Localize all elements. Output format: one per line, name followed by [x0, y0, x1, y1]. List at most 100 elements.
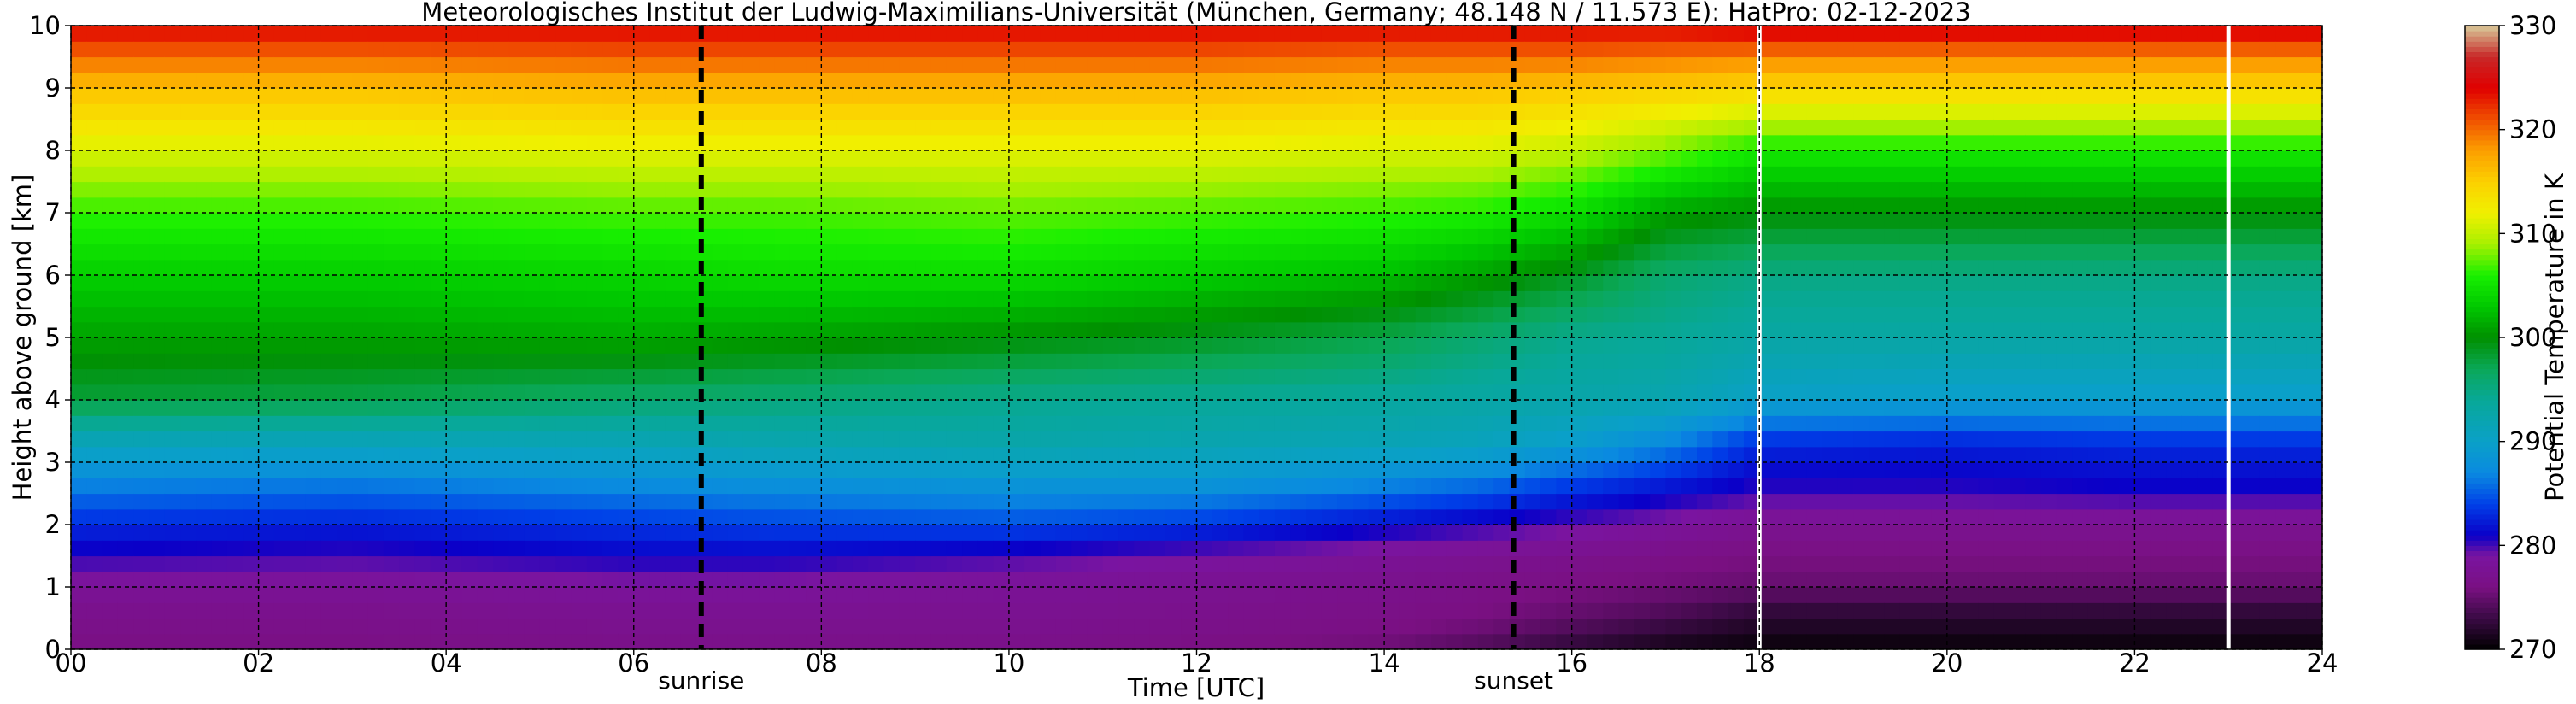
heatmap-cell	[1634, 41, 1651, 58]
heatmap-cell	[1399, 103, 1417, 120]
heatmap-cell	[1790, 446, 1807, 463]
heatmap-cell	[539, 368, 556, 385]
heatmap-cell	[1790, 259, 1807, 276]
heatmap-cell	[1212, 462, 1229, 478]
heatmap-cell	[1321, 150, 1338, 167]
heatmap-cell	[1993, 555, 2010, 572]
heatmap-cell	[806, 337, 822, 354]
heatmap-cell	[1337, 525, 1354, 541]
heatmap-cell	[1806, 462, 1823, 478]
heatmap-cell	[337, 446, 353, 463]
heatmap-cell	[1759, 134, 1776, 151]
heatmap-cell	[477, 431, 494, 448]
heatmap-cell	[836, 618, 854, 635]
heatmap-cell	[836, 290, 854, 308]
heatmap-cell	[86, 446, 103, 463]
heatmap-cell	[493, 119, 509, 136]
heatmap-cell	[258, 134, 275, 151]
heatmap-cell	[649, 353, 666, 370]
heatmap-cell	[1524, 400, 1541, 416]
heatmap-cell	[1931, 493, 1948, 510]
heatmap-cell	[602, 228, 619, 245]
heatmap-cell	[649, 555, 666, 572]
heatmap-cell	[789, 462, 807, 478]
heatmap-cell	[1556, 571, 1573, 588]
heatmap-cell	[586, 150, 603, 167]
heatmap-cell	[1274, 259, 1291, 276]
heatmap-cell	[1775, 446, 1792, 463]
heatmap-cell	[1134, 290, 1151, 308]
heatmap-cell	[852, 337, 869, 354]
heatmap-cell	[759, 181, 776, 198]
heatmap-cell	[1822, 72, 1839, 89]
heatmap-cell	[1243, 103, 1260, 120]
heatmap-cell	[1228, 618, 1244, 635]
heatmap-cell	[571, 431, 588, 448]
heatmap-cell	[1556, 446, 1573, 463]
heatmap-cell	[399, 306, 416, 323]
heatmap-cell	[1853, 415, 1869, 432]
heatmap-cell	[539, 290, 556, 308]
heatmap-cell	[337, 384, 353, 401]
heatmap-cell	[1181, 415, 1198, 432]
heatmap-cell	[1008, 321, 1025, 338]
heatmap-cell	[759, 321, 776, 338]
heatmap-cell	[1290, 41, 1307, 58]
heatmap-layer	[71, 26, 2322, 649]
heatmap-cell	[1853, 368, 1869, 385]
heatmap-cell	[1963, 368, 1980, 385]
heatmap-cell	[211, 56, 228, 73]
heatmap-cell	[290, 119, 307, 136]
heatmap-cell	[1743, 166, 1760, 183]
heatmap-cell	[586, 259, 603, 276]
heatmap-cell	[180, 134, 197, 151]
heatmap-cell	[1477, 259, 1494, 276]
heatmap-cell	[1337, 88, 1354, 104]
heatmap-cell	[1306, 478, 1323, 495]
heatmap-cell	[649, 243, 666, 261]
heatmap-cell	[461, 306, 478, 323]
heatmap-cell	[196, 602, 213, 619]
heatmap-cell	[1040, 88, 1057, 104]
heatmap-cell	[117, 197, 134, 214]
heatmap-cell	[477, 478, 494, 495]
heatmap-cell	[1384, 88, 1400, 104]
heatmap-cell	[102, 368, 119, 385]
heatmap-cell	[1618, 41, 1635, 58]
heatmap-cell	[649, 618, 666, 635]
heatmap-cell	[712, 525, 729, 541]
heatmap-cell	[196, 618, 213, 635]
heatmap-cell	[1524, 243, 1541, 261]
heatmap-cell	[1196, 508, 1213, 525]
heatmap-cell	[337, 571, 353, 588]
heatmap-cell	[1149, 618, 1166, 635]
heatmap-cell	[1916, 618, 1933, 635]
heatmap-cell	[1618, 555, 1635, 572]
heatmap-cell	[1571, 41, 1588, 58]
heatmap-cell	[1040, 602, 1057, 619]
heatmap-cell	[1837, 555, 1854, 572]
heatmap-cell	[133, 415, 150, 432]
heatmap-cell	[1837, 290, 1854, 308]
heatmap-cell	[1306, 181, 1323, 198]
heatmap-cell	[695, 571, 713, 588]
heatmap-cell	[1728, 337, 1745, 354]
heatmap-cell	[1384, 337, 1400, 354]
heatmap-cell	[1712, 259, 1729, 276]
heatmap-cell	[1775, 181, 1792, 198]
heatmap-cell	[196, 508, 213, 525]
heatmap-cell	[1681, 478, 1698, 495]
heatmap-cell	[508, 321, 525, 338]
heatmap-cell	[1368, 478, 1385, 495]
heatmap-cell	[477, 166, 494, 183]
heatmap-cell	[852, 540, 869, 557]
heatmap-cell	[1337, 508, 1354, 525]
heatmap-cell	[1415, 134, 1432, 151]
heatmap-cell	[649, 571, 666, 588]
heatmap-cell	[1556, 400, 1573, 416]
heatmap-cell	[1916, 88, 1933, 104]
heatmap-cell	[868, 525, 885, 541]
heatmap-cell	[1806, 306, 1823, 323]
heatmap-cell	[1837, 633, 1854, 649]
heatmap-cell	[2010, 259, 2026, 276]
